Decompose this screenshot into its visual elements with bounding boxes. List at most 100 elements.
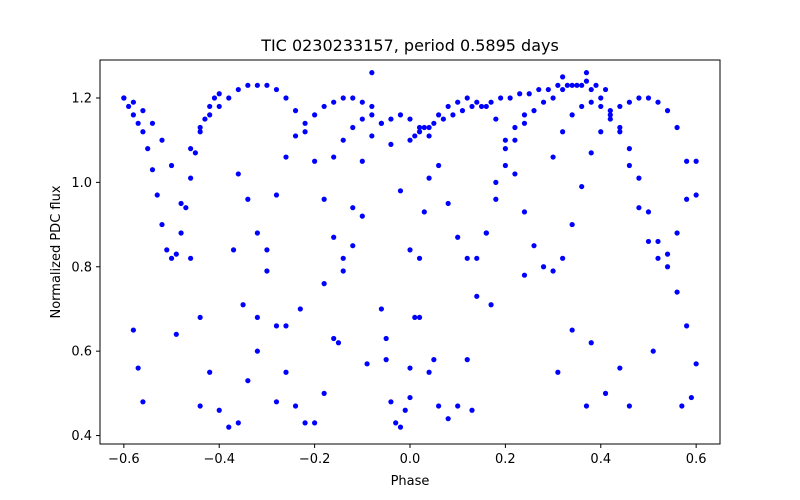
data-point [488,302,494,308]
data-point [693,158,699,164]
data-point [626,146,632,152]
data-point [436,403,442,409]
plot-area [99,59,721,445]
data-point [426,175,432,181]
data-point [474,99,480,105]
data-point [560,255,566,261]
data-point [121,95,127,101]
data-point [421,124,427,131]
y-tick-label: 1.0 [71,176,92,191]
data-point [397,112,404,118]
x-tick-label: 0.0 [400,452,421,467]
data-point [207,103,213,110]
data-point [602,86,609,93]
data-point [407,247,413,253]
data-point [502,137,508,143]
data-point [679,403,685,409]
data-point [579,82,585,88]
data-point [207,112,213,118]
data-point [617,103,623,110]
data-point [550,154,556,160]
data-point [230,247,237,253]
data-point [192,150,198,156]
data-point [560,74,566,80]
data-point [273,86,280,93]
data-point [312,420,318,426]
data-point [264,268,270,274]
data-point [531,108,537,114]
data-point [350,124,356,131]
data-point [488,99,494,105]
data-point [321,281,327,287]
data-point [426,133,432,139]
data-point [149,120,156,126]
data-point [335,340,342,346]
data-point [493,179,499,185]
x-tick-label: −0.6 [108,452,140,467]
data-point [149,167,156,173]
data-point [126,103,132,110]
data-point [445,416,451,422]
data-point [383,335,389,342]
data-point [521,272,528,278]
data-point [598,129,604,135]
data-point [560,129,566,135]
data-point [588,150,594,156]
data-point [207,369,213,375]
data-point [159,137,165,143]
data-point [531,243,537,249]
data-point [455,99,461,105]
data-point [478,103,485,110]
data-point [588,340,594,346]
data-point [545,86,551,93]
data-point [474,293,480,299]
data-point [517,91,523,97]
data-point [378,306,384,312]
data-point [359,99,365,105]
data-point [588,86,594,93]
data-point [264,82,270,88]
data-point [340,137,346,143]
data-point [426,369,432,375]
data-point [540,264,547,270]
data-point [359,158,365,164]
data-point [416,124,423,131]
data-point [445,200,451,207]
data-point [254,230,260,236]
data-point [583,70,590,76]
data-point [188,175,194,181]
data-point [636,205,642,211]
data-point [140,129,146,135]
data-point [431,120,437,126]
data-point [383,357,389,363]
data-point [421,209,427,215]
data-point [579,103,585,110]
data-point [178,230,184,236]
data-point [583,78,590,84]
data-point [617,365,623,371]
data-point [145,146,151,152]
data-point [521,209,528,215]
data-point [684,323,690,329]
data-point [197,314,203,321]
data-point [183,205,189,211]
data-point [464,95,470,101]
y-axis-ticks: 0.4 0.6 0.8 1.0 1.2 [71,91,100,444]
data-point [626,162,632,169]
data-point [254,348,260,354]
data-point [645,238,652,245]
data-point [273,399,280,405]
data-point [135,365,141,371]
data-point [216,91,222,97]
data-point [168,162,175,169]
data-point [402,407,408,413]
data-point [340,268,346,274]
data-point [292,403,299,409]
x-tick-label: −0.2 [299,452,331,467]
data-point [364,361,370,367]
data-point [493,116,499,122]
data-point [483,103,489,110]
data-point [340,95,346,101]
data-point [216,103,222,110]
data-point [426,124,432,131]
